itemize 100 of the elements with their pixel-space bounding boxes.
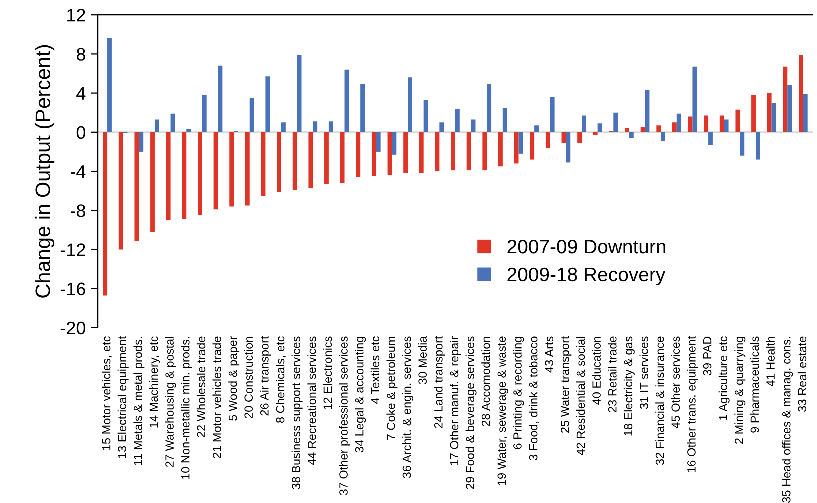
bar (518, 132, 524, 154)
bar (108, 38, 112, 132)
x-tick-label: 26 Air transport (260, 336, 272, 416)
bar (629, 132, 634, 138)
x-tick-label: 43 Arts (545, 336, 554, 373)
x-tick-label: 28 Accomodation (482, 337, 490, 426)
bar (482, 132, 488, 171)
bar (230, 132, 234, 207)
bar (440, 122, 444, 132)
bar (186, 129, 192, 132)
bar (614, 112, 618, 132)
bar (514, 132, 519, 164)
bar (214, 132, 218, 210)
bar (139, 132, 144, 152)
x-tick-label: 5 Wood & paper (228, 336, 240, 421)
bar (166, 132, 171, 220)
bar (704, 116, 709, 132)
x-tick-label: 23 Retail trade (608, 336, 617, 412)
bar (134, 132, 140, 241)
bar (502, 108, 508, 132)
bar (202, 95, 207, 132)
bar (625, 128, 630, 132)
y-tick-label: -12 (60, 244, 86, 256)
bar (534, 126, 539, 132)
bar (546, 132, 550, 148)
y-tick-label: 12 (68, 9, 86, 22)
x-tick-label: 9 Pharmaceuticals (750, 336, 760, 433)
x-tick-label: 42 Residential & social (576, 337, 586, 456)
bar (530, 132, 535, 160)
x-tick-label: 4 Textiles etc (370, 336, 380, 404)
bar (170, 114, 176, 132)
x-tick-label: 2 Mining & quarrying (734, 337, 746, 444)
bar (250, 98, 254, 132)
bar (598, 124, 602, 132)
bar (435, 132, 440, 172)
x-tick-label: 3 Food, drink & tobacco (529, 336, 540, 461)
bar (324, 132, 329, 184)
x-tick-label: 11 Metals & metal prods. (134, 337, 145, 466)
x-tick-label: 17 Other manuf. & repair (450, 336, 461, 466)
x-tick-label: 40 Education (592, 337, 601, 405)
bar (419, 132, 424, 174)
y-tick-label: 4 (76, 87, 86, 100)
y-tick-label: 0 (76, 126, 86, 140)
x-tick-label: 27 Warehousing & postal (165, 337, 176, 468)
bar (566, 132, 571, 163)
bar (261, 132, 266, 196)
x-tick-label: 6 Printing & recording (513, 337, 524, 450)
bar (297, 55, 302, 132)
y-tick-label: -8 (70, 204, 86, 218)
x-tick-label: 7 Coke & petroleum (386, 337, 398, 440)
x-tick-label: 31 IT services (640, 336, 648, 410)
y-tick-label: 8 (76, 48, 86, 61)
bar (455, 108, 460, 132)
bar (308, 132, 314, 188)
x-tick-label: 18 Electricity & gas (624, 336, 635, 436)
bar (676, 114, 682, 132)
x-tick-label: 39 PAD (703, 336, 712, 376)
bar (720, 116, 724, 132)
bar (150, 132, 155, 232)
bar (266, 76, 270, 132)
x-tick-label: 32 Financial & insurance (656, 336, 664, 466)
x-tick-label: 33 Real estate (798, 336, 807, 412)
bar (340, 132, 345, 184)
x-tick-label: 38 Business support services (292, 336, 303, 490)
x-tick-label: 12 Electronics (323, 336, 332, 410)
bar (656, 126, 662, 132)
bar (550, 97, 555, 132)
bar (672, 122, 677, 132)
x-tick-label: 29 Food & beverage services (466, 336, 477, 490)
x-tick-label: 34 Legal & accounting (355, 337, 366, 453)
y-tick-label: -16 (60, 282, 86, 296)
bar (404, 132, 408, 174)
bar (724, 120, 729, 132)
bar (245, 132, 250, 206)
legend-label: 2007-09 Downturn (508, 240, 666, 254)
x-tick-label: 24 Land transport (434, 336, 446, 428)
x-tick-label: 16 Other trans. equipment (687, 336, 698, 473)
y-axis-title: Change in Output (Percent) (35, 45, 55, 298)
bar (692, 66, 698, 132)
bar (498, 132, 503, 167)
bar (344, 70, 350, 132)
bar (767, 93, 772, 132)
bar (783, 66, 788, 132)
y-tick-label: -4 (70, 166, 86, 178)
bar (277, 132, 282, 192)
bar (328, 122, 334, 132)
x-tick-label: 36 Archit. & engin. services (402, 336, 414, 478)
bar (198, 132, 202, 216)
bar (372, 132, 376, 176)
bar (578, 132, 582, 144)
x-tick-label: 8 Chemicals, etc (276, 336, 286, 424)
bar (408, 78, 412, 132)
bar (466, 132, 472, 171)
x-tick-label: 13 Electrical equipment (118, 336, 129, 458)
bar (740, 132, 745, 156)
x-tick-label: 20 Construction (244, 337, 254, 418)
bar (640, 128, 646, 132)
bar (360, 84, 366, 132)
x-tick-label: 15 Motor vehicles, etc (102, 336, 112, 450)
x-tick-label: 30 Media (418, 336, 428, 384)
